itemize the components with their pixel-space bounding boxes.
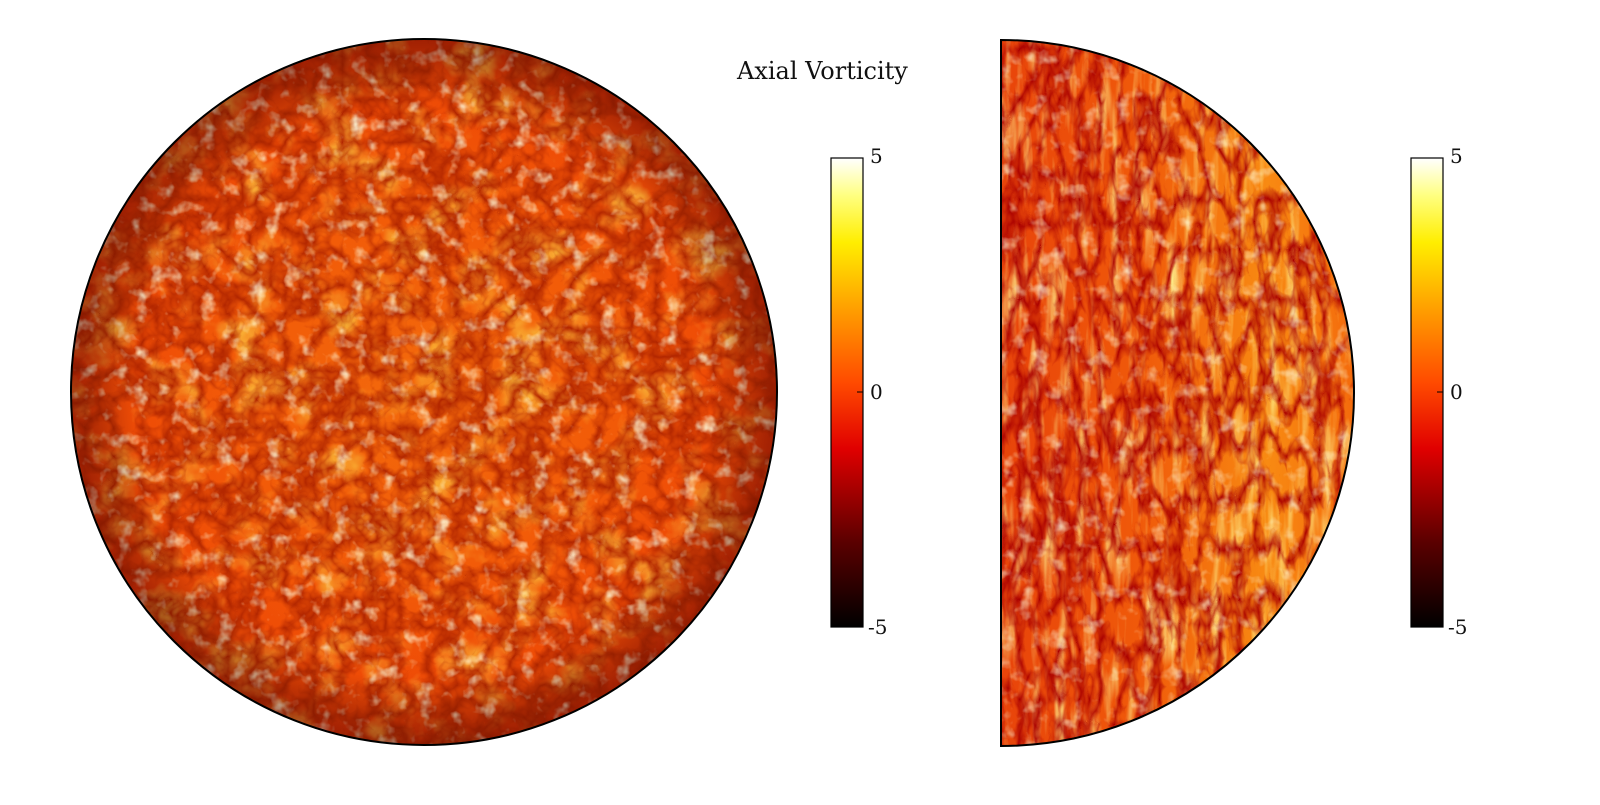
- left-colorbar-label-zero: 0: [870, 380, 883, 404]
- left-colorbar-label-max: 5: [870, 144, 883, 168]
- right-vorticity-halfdisk: [1001, 40, 1354, 746]
- left-colorbar-label-min: -5: [868, 615, 888, 639]
- right-colorbar-label-min: -5: [1448, 615, 1468, 639]
- right-colorbar-label-max: 5: [1450, 144, 1463, 168]
- right-halfdisk-outline: [1000, 38, 1355, 748]
- left-disk-outline: [70, 38, 778, 746]
- figure-title: Axial Vorticity: [737, 57, 908, 85]
- right-colorbar-label-zero: 0: [1450, 380, 1463, 404]
- left-vorticity-disk: [71, 39, 777, 745]
